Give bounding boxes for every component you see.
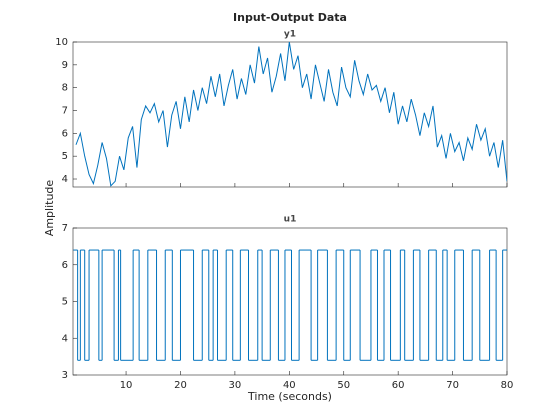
y-tick-label: 7 xyxy=(62,223,68,234)
y-tick-label: 9 xyxy=(62,60,68,71)
x-axis-label: Time (seconds) xyxy=(247,390,332,403)
y-tick-label: 4 xyxy=(62,333,68,344)
y-tick-label: 5 xyxy=(62,297,68,308)
figure-title: Input-Output Data xyxy=(233,11,347,24)
subplot-title: y1 xyxy=(284,30,296,40)
x-tick-label: 70 xyxy=(446,380,459,391)
y-tick-label: 5 xyxy=(62,151,68,162)
axes-box xyxy=(72,227,508,376)
data-line xyxy=(75,42,507,187)
y-tick-label: 6 xyxy=(62,260,68,271)
y-axis-label: Amplitude xyxy=(43,180,56,237)
x-tick-label: 40 xyxy=(283,380,296,391)
x-tick-label: 20 xyxy=(174,380,187,391)
x-tick-label: 30 xyxy=(229,380,242,391)
y-tick-label: 10 xyxy=(55,37,68,48)
x-tick-label: 60 xyxy=(392,380,405,391)
subplot-title: u1 xyxy=(284,215,297,225)
x-tick-label: 80 xyxy=(501,380,514,391)
y-tick-label: 3 xyxy=(62,370,68,381)
y-tick-label: 6 xyxy=(62,128,68,139)
y-tick-label: 8 xyxy=(62,83,68,94)
x-tick-label: 50 xyxy=(337,380,350,391)
y-tick-label: 7 xyxy=(62,106,68,117)
axes-box xyxy=(72,41,508,188)
y-tick-label: 4 xyxy=(62,174,68,185)
x-tick-label: 10 xyxy=(120,380,133,391)
